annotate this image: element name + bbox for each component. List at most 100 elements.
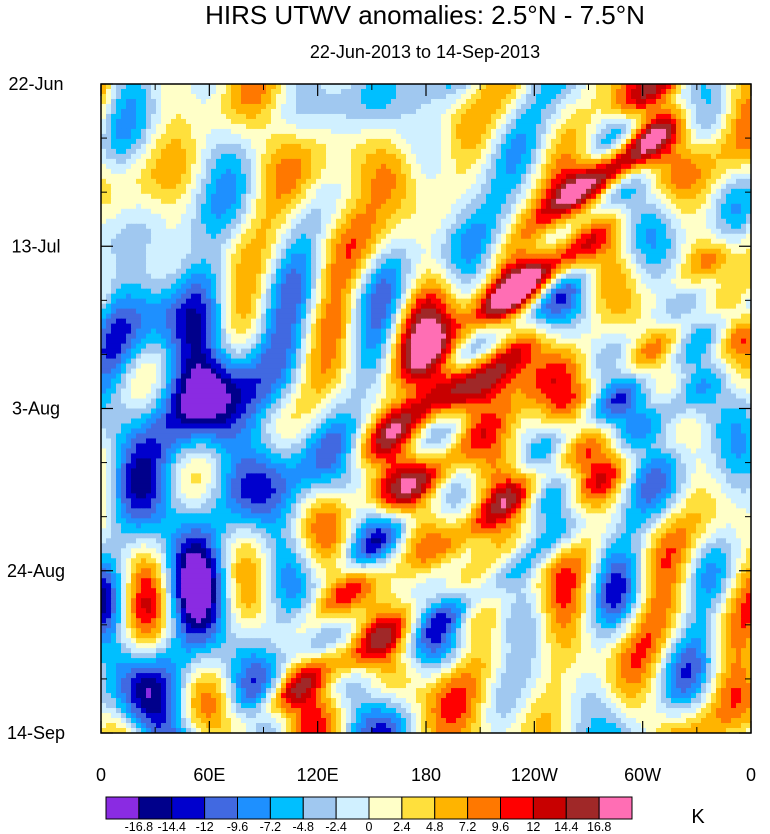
- anomaly-cell: [196, 248, 202, 255]
- anomaly-cell: [666, 208, 672, 215]
- anomaly-cell: [706, 88, 712, 95]
- anomaly-cell: [336, 208, 342, 215]
- anomaly-cell: [286, 153, 292, 160]
- anomaly-cell: [371, 208, 377, 215]
- anomaly-cell: [516, 128, 522, 135]
- anomaly-cell: [321, 153, 327, 160]
- anomaly-cell: [586, 143, 592, 150]
- anomaly-cell: [546, 163, 552, 170]
- anomaly-cell: [311, 243, 317, 250]
- anomaly-cell: [611, 263, 617, 270]
- anomaly-cell: [706, 223, 712, 230]
- anomaly-cell: [456, 213, 462, 220]
- anomaly-cell: [226, 158, 232, 165]
- anomaly-cell: [271, 218, 277, 225]
- anomaly-cell: [476, 113, 482, 120]
- anomaly-cell: [326, 223, 332, 230]
- anomaly-cell: [106, 103, 112, 110]
- anomaly-cell: [441, 213, 447, 220]
- anomaly-cell: [311, 178, 317, 185]
- anomaly-cell: [201, 88, 207, 95]
- anomaly-cell: [356, 84, 362, 90]
- anomaly-cell: [391, 88, 397, 95]
- anomaly-cell: [656, 143, 662, 150]
- anomaly-cell: [301, 158, 307, 165]
- anomaly-cell: [396, 103, 402, 110]
- anomaly-cell: [146, 193, 152, 200]
- anomaly-cell: [281, 233, 287, 240]
- anomaly-cell: [161, 118, 167, 125]
- anomaly-cell: [256, 238, 262, 245]
- anomaly-cell: [146, 263, 152, 270]
- anomaly-cell: [356, 158, 362, 165]
- anomaly-cell: [136, 253, 142, 260]
- anomaly-cell: [346, 218, 352, 225]
- anomaly-cell: [721, 263, 727, 270]
- anomaly-cell: [201, 203, 207, 210]
- anomaly-cell: [186, 84, 192, 90]
- anomaly-cell: [666, 263, 672, 270]
- anomaly-cell: [706, 98, 712, 105]
- anomaly-cell: [586, 178, 592, 185]
- anomaly-cell: [446, 138, 452, 145]
- anomaly-cell: [501, 268, 507, 275]
- anomaly-cell: [221, 258, 227, 265]
- anomaly-cell: [436, 193, 442, 200]
- anomaly-cell: [141, 198, 147, 205]
- anomaly-cell: [526, 193, 532, 200]
- anomaly-cell: [706, 183, 712, 190]
- anomaly-cell: [481, 213, 487, 220]
- anomaly-cell: [656, 243, 662, 250]
- anomaly-cell: [191, 213, 197, 220]
- anomaly-cell: [731, 128, 737, 135]
- anomaly-cell: [161, 173, 167, 180]
- anomaly-cell: [746, 268, 751, 275]
- anomaly-cell: [661, 118, 667, 125]
- anomaly-cell: [631, 188, 637, 195]
- anomaly-cell: [156, 183, 162, 190]
- anomaly-cell: [626, 168, 632, 175]
- anomaly-cell: [541, 268, 547, 275]
- anomaly-cell: [446, 133, 452, 140]
- anomaly-cell: [476, 158, 482, 165]
- anomaly-cell: [391, 103, 397, 110]
- anomaly-cell: [736, 103, 742, 110]
- anomaly-cell: [191, 203, 197, 210]
- anomaly-cell: [186, 188, 192, 195]
- anomaly-cell: [691, 103, 697, 110]
- anomaly-cell: [411, 183, 417, 190]
- anomaly-cell: [366, 188, 372, 195]
- anomaly-cell: [426, 103, 432, 110]
- anomaly-cell: [446, 243, 452, 250]
- anomaly-cell: [251, 233, 257, 240]
- anomaly-cell: [331, 258, 337, 265]
- anomaly-cell: [436, 84, 442, 90]
- anomaly-cell: [326, 113, 332, 120]
- anomaly-cell: [551, 143, 557, 150]
- anomaly-cell: [596, 143, 602, 150]
- anomaly-cell: [471, 153, 477, 160]
- anomaly-cell: [421, 138, 427, 145]
- anomaly-cell: [201, 84, 207, 90]
- anomaly-cell: [471, 93, 477, 100]
- anomaly-cell: [676, 143, 682, 150]
- anomaly-cell: [486, 248, 492, 255]
- anomaly-cell: [651, 253, 657, 260]
- anomaly-cell: [636, 203, 642, 210]
- anomaly-cell: [666, 153, 672, 160]
- anomaly-cell: [571, 163, 577, 170]
- anomaly-cell: [386, 203, 392, 210]
- anomaly-cell: [376, 118, 382, 125]
- anomaly-cell: [736, 213, 742, 220]
- anomaly-cell: [241, 138, 247, 145]
- anomaly-cell: [106, 248, 112, 255]
- anomaly-cell: [256, 153, 262, 160]
- anomaly-cell: [656, 128, 662, 135]
- anomaly-cell: [511, 88, 517, 95]
- anomaly-cell: [676, 268, 682, 275]
- anomaly-cell: [226, 193, 232, 200]
- anomaly-cell: [126, 148, 132, 155]
- anomaly-cell: [256, 218, 262, 225]
- anomaly-cell: [266, 84, 272, 90]
- anomaly-cell: [261, 208, 267, 215]
